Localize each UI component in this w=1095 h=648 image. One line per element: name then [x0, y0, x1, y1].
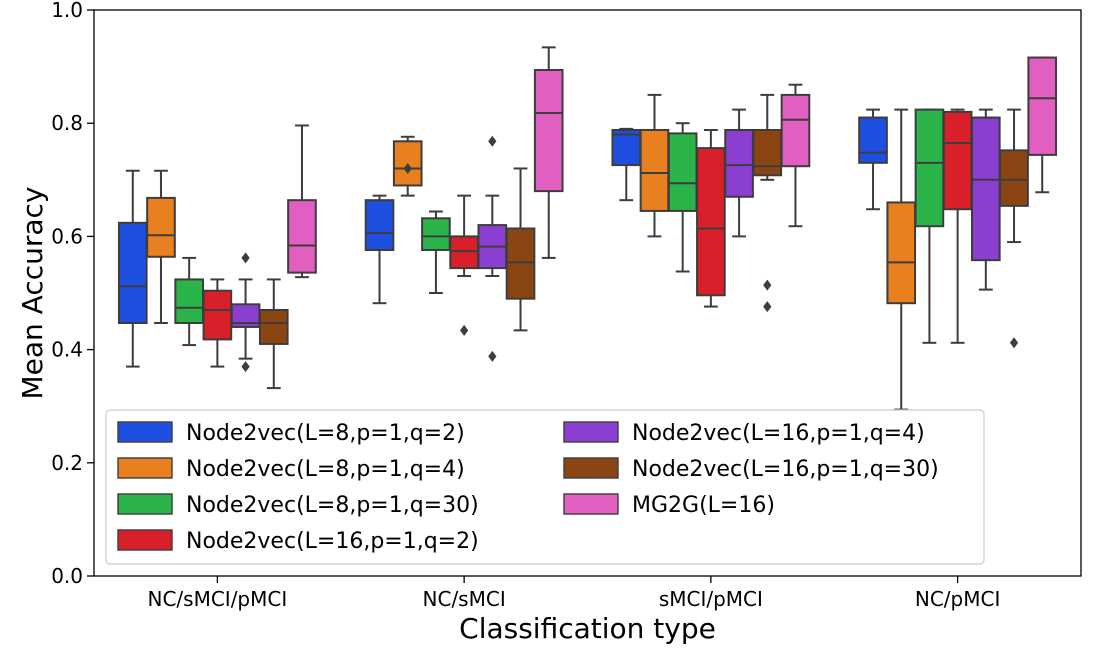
box-6-2 [780, 83, 811, 228]
box-iqr [202, 289, 233, 341]
y-tick-label: 0.2 [51, 451, 83, 475]
outlier-point [241, 252, 250, 264]
y-tick-label: 0.8 [51, 111, 83, 135]
legend-swatch [563, 457, 619, 479]
legend-swatch [563, 493, 619, 515]
box-2-0 [174, 256, 204, 347]
x-tick-label: NC/pMCI [915, 587, 1000, 611]
box-iqr [696, 147, 726, 297]
box-iqr [533, 68, 564, 193]
box-iqr [724, 128, 754, 198]
box-4-1 [477, 135, 508, 362]
box-iqr [117, 221, 148, 324]
legend-swatch [563, 421, 619, 443]
box-3-2 [696, 128, 726, 308]
box-iqr [858, 116, 888, 164]
legend-label: Node2vec(L=16,p=1,q=4) [632, 421, 925, 446]
box-4-2 [724, 108, 754, 238]
box-5-0 [258, 278, 289, 390]
box-0-1 [364, 194, 395, 305]
box-4-3 [971, 108, 1001, 291]
box-iqr [780, 93, 811, 168]
outlier-point [1009, 337, 1019, 349]
legend-label: MG2G(L=16) [632, 493, 775, 518]
box-iqr [146, 196, 176, 258]
y-tick-label: 0.0 [51, 564, 83, 588]
box-iqr [258, 308, 289, 345]
legend-label: Node2vec(L=8,p=1,q=30) [186, 493, 479, 518]
legend-frame [105, 409, 985, 565]
y-tick-label: 0.6 [51, 224, 83, 248]
box-iqr [667, 132, 698, 212]
axes: 0.0 0.2 0.4 0.6 0.8 1.0 NC/sMCI/pMCI NC/sMCI sMC… [51, 0, 1000, 611]
box-1-1 [392, 135, 423, 197]
box-iqr [364, 199, 395, 251]
box-1-0 [146, 169, 176, 324]
box-0-0 [117, 169, 148, 368]
legend-label: Node2vec(L=16,p=1,q=2) [186, 529, 479, 554]
x-tick-label: NC/sMCI [423, 587, 506, 611]
box-iqr [942, 110, 973, 211]
box-iqr [174, 278, 204, 324]
outlier-point [460, 324, 469, 336]
box-iqr [914, 108, 945, 228]
box-iqr [505, 227, 536, 300]
outlier-point [488, 135, 497, 147]
legend-swatch [117, 457, 173, 479]
box-0-2 [611, 127, 642, 202]
box-3-1 [449, 194, 479, 336]
legend-swatch [117, 493, 173, 515]
box-5-3 [999, 108, 1029, 349]
box-2-2 [667, 122, 698, 273]
box-3-0 [202, 278, 233, 368]
x-tick-label: NC/sMCI/pMCI [147, 587, 287, 611]
box-5-2 [752, 93, 783, 313]
box-1-3 [886, 108, 917, 411]
legend-label: Node2vec(L=8,p=1,q=4) [186, 457, 465, 482]
box-iqr [421, 217, 451, 251]
legend-swatch [117, 529, 173, 551]
outlier-point [763, 279, 772, 291]
box-5-1 [505, 167, 536, 332]
box-4-0 [230, 252, 261, 373]
box-iqr [971, 116, 1001, 262]
box-2-1 [421, 210, 451, 294]
legend-swatch [117, 421, 173, 443]
box-6-1 [533, 46, 564, 259]
legend-label: Node2vec(L=16,p=1,q=30) [632, 457, 939, 482]
y-axis-label: Mean Accuracy [16, 186, 49, 399]
box-iqr [999, 149, 1029, 207]
box-1-2 [639, 93, 670, 238]
outlier-point [488, 350, 497, 362]
outlier-point [763, 301, 772, 313]
outlier-point [403, 162, 412, 174]
legend-label: Node2vec(L=8,p=1,q=2) [186, 421, 465, 446]
box-6-3 [1027, 56, 1058, 194]
y-tick-label: 0.4 [51, 338, 83, 362]
box-iqr [752, 128, 783, 177]
box-iqr [886, 201, 917, 305]
plot-frame [93, 9, 1082, 577]
box-2-3 [914, 108, 945, 344]
box-iqr [1027, 56, 1058, 156]
plot-area [117, 46, 1058, 411]
box-iqr [449, 235, 479, 270]
outlier-point [241, 361, 250, 373]
x-axis-label: Classification type [459, 612, 716, 645]
box-6-0 [287, 124, 317, 279]
box-0-3 [858, 108, 888, 211]
legend: Node2vec(L=8,p=1,q=2) Node2vec(L=8,p=1,q=… [105, 409, 985, 565]
box-iqr [639, 128, 670, 212]
box-3-3 [942, 108, 973, 344]
box-iqr [287, 199, 317, 274]
y-tick-label: 1.0 [51, 0, 83, 22]
x-tick-label: sMCI/pMCI [659, 587, 763, 611]
